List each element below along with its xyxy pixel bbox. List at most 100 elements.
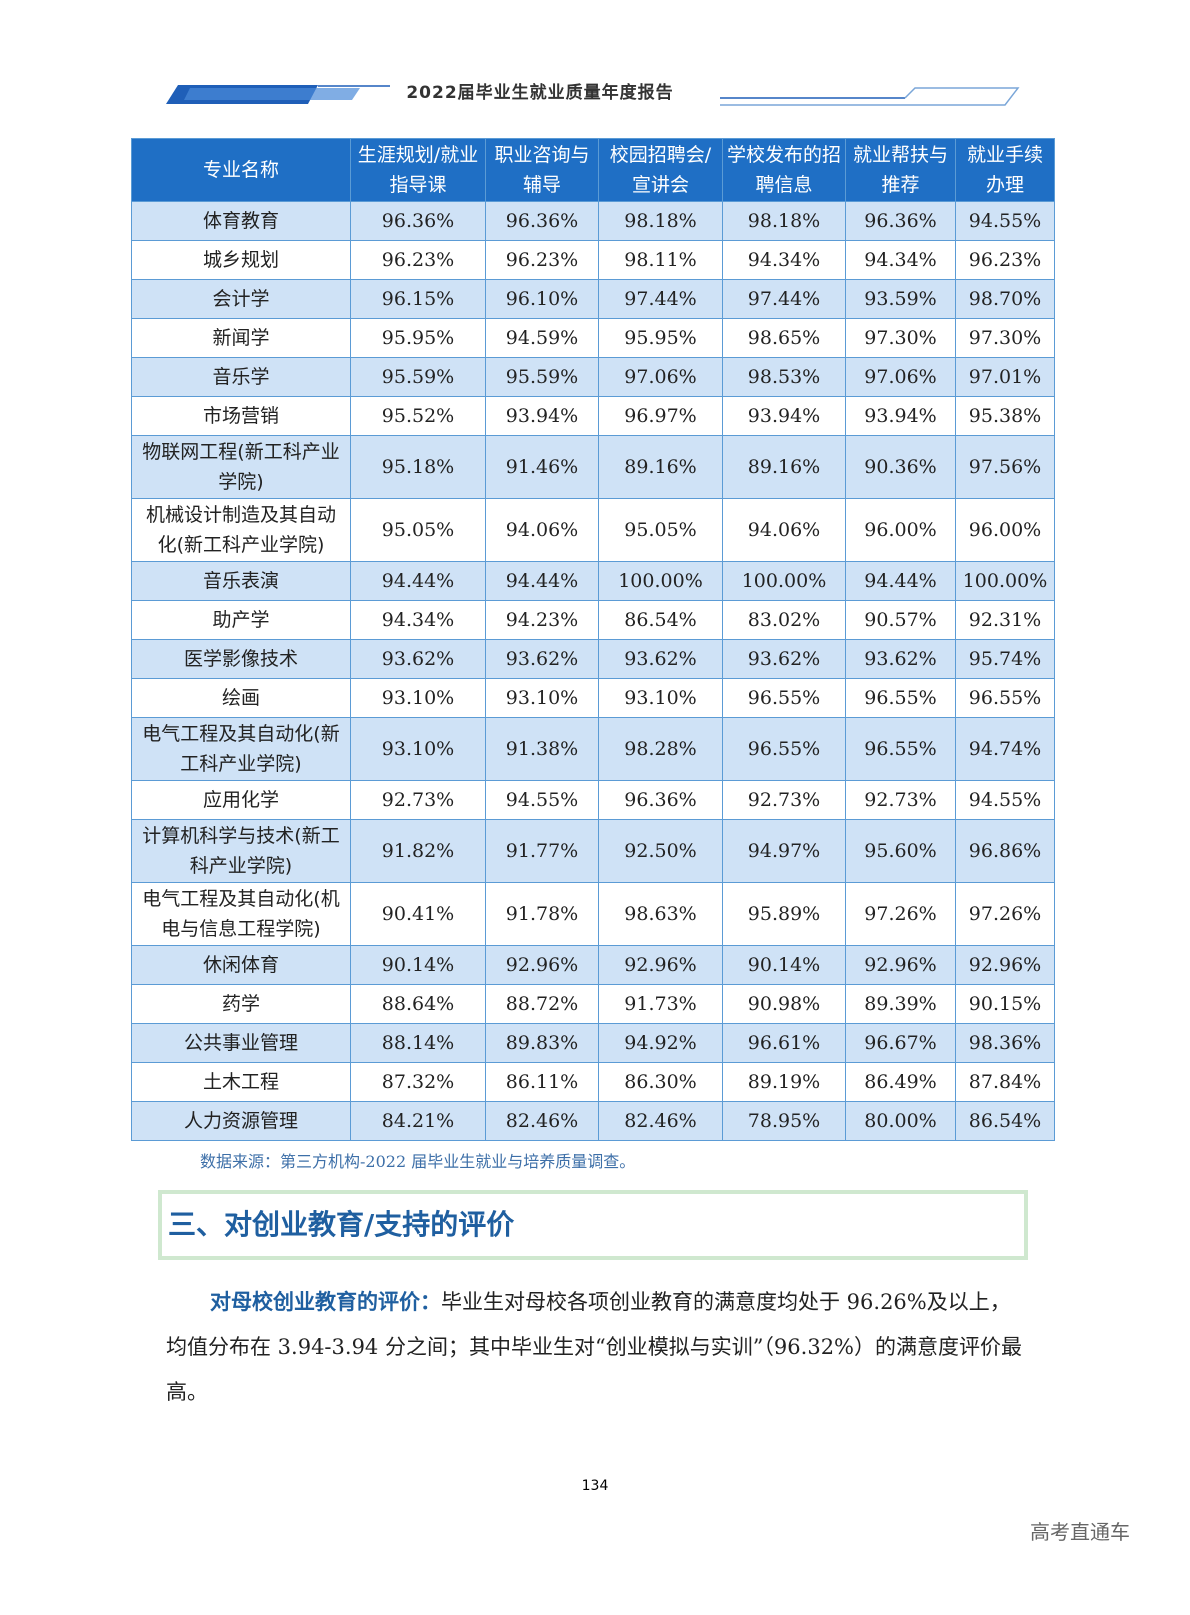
table-cell: 93.62% [350, 639, 486, 679]
table-cell: 90.41% [350, 882, 486, 946]
column-header: 生涯规划/就业指导课 [350, 138, 486, 202]
table-cell: 96.15% [350, 279, 486, 319]
table-row: 体育教育 96.36% 96.36% 98.18% 98.18% 96.36% 94.55% [131, 201, 1055, 241]
table-cell: 91.78% [485, 882, 599, 946]
watermark: 高考直通车 [1030, 1520, 1130, 1544]
table-cell: 98.53% [722, 357, 846, 397]
table-cell: 86.11% [485, 1062, 599, 1102]
table-cell: 95.95% [350, 318, 486, 358]
table-cell: 100.00% [955, 561, 1055, 601]
table-cell: 94.44% [485, 561, 599, 601]
table-row: 计算机科学与技术(新工科产业学院) 91.82% 91.77% 92.50% 94.97… [131, 819, 1055, 883]
table-cell: 98.11% [598, 240, 723, 280]
table-cell: 96.23% [485, 240, 599, 280]
table-row: 物联网工程(新工科产业学院) 95.18% 91.46% 89.16% 89.16% 90… [131, 435, 1055, 499]
table-row: 城乡规划 96.23% 96.23% 98.11% 94.34% 94.34% 96.23% [131, 240, 1055, 280]
row-label: 电气工程及其自动化(机电与信息工程学院) [131, 882, 351, 946]
table-cell: 96.36% [845, 201, 956, 241]
table-cell: 93.10% [350, 717, 486, 781]
header-title: 2022届毕业生就业质量年度报告 [406, 82, 673, 103]
table-row: 机械设计制造及其自动化(新工科产业学院) 95.05% 94.06% 95.05% 94… [131, 498, 1055, 562]
table-cell: 80.00% [845, 1101, 956, 1141]
table-cell: 95.60% [845, 819, 956, 883]
table-row: 电气工程及其自动化(新工科产业学院) 93.10% 91.38% 98.28% 96.5… [131, 717, 1055, 781]
table-cell: 94.97% [722, 819, 846, 883]
table-cell: 91.38% [485, 717, 599, 781]
table-cell: 92.96% [955, 945, 1055, 985]
table-cell: 87.84% [955, 1062, 1055, 1102]
table-cell: 94.55% [955, 780, 1055, 820]
column-header: 校园招聘会/宣讲会 [598, 138, 723, 202]
table-cell: 96.86% [955, 819, 1055, 883]
table-cell: 93.94% [845, 396, 956, 436]
table-row: 音乐学 95.59% 95.59% 97.06% 98.53% 97.06% 97.01% [131, 357, 1055, 397]
row-label: 机械设计制造及其自动化(新工科产业学院) [131, 498, 351, 562]
row-label: 应用化学 [131, 780, 351, 820]
table-cell: 97.06% [598, 357, 723, 397]
row-label: 音乐学 [131, 357, 351, 397]
table-cell: 93.62% [598, 639, 723, 679]
table-cell: 94.55% [955, 201, 1055, 241]
table-cell: 98.18% [722, 201, 846, 241]
table-cell: 93.10% [350, 678, 486, 718]
table-cell: 96.23% [350, 240, 486, 280]
table-cell: 88.14% [350, 1023, 486, 1063]
table-cell: 92.73% [722, 780, 846, 820]
paragraph-body: 毕业生对母校各项创业教育的满意度均处于 96.26%及以上，均值分布在 3.94… [166, 1290, 1023, 1404]
table-cell: 94.23% [485, 600, 599, 640]
table-cell: 97.06% [845, 357, 956, 397]
row-label: 会计学 [131, 279, 351, 319]
table-cell: 95.95% [598, 318, 723, 358]
table-cell: 92.73% [845, 780, 956, 820]
table-cell: 93.94% [485, 396, 599, 436]
table-cell: 96.00% [845, 498, 956, 562]
table-cell: 95.89% [722, 882, 846, 946]
table-cell: 90.15% [955, 984, 1055, 1024]
row-label: 物联网工程(新工科产业学院) [131, 435, 351, 499]
table-cell: 90.36% [845, 435, 956, 499]
table-cell: 96.55% [722, 678, 846, 718]
table-cell: 95.52% [350, 396, 486, 436]
table-cell: 93.10% [598, 678, 723, 718]
table-cell: 83.02% [722, 600, 846, 640]
row-label: 医学影像技术 [131, 639, 351, 679]
page-number: 134 [581, 1478, 609, 1494]
table-cell: 98.63% [598, 882, 723, 946]
table-row: 音乐表演 94.44% 94.44% 100.00% 100.00% 94.44% 100.… [131, 561, 1055, 601]
table-cell: 88.72% [485, 984, 599, 1024]
table-cell: 94.59% [485, 318, 599, 358]
row-label: 城乡规划 [131, 240, 351, 280]
row-label: 助产学 [131, 600, 351, 640]
table-cell: 96.36% [485, 201, 599, 241]
table-cell: 98.36% [955, 1023, 1055, 1063]
table-cell: 94.44% [350, 561, 486, 601]
table-cell: 86.54% [598, 600, 723, 640]
table-cell: 92.96% [598, 945, 723, 985]
table-cell: 90.57% [845, 600, 956, 640]
table-cell: 93.10% [485, 678, 599, 718]
table-cell: 92.50% [598, 819, 723, 883]
table-cell: 94.06% [485, 498, 599, 562]
table-row: 新闻学 95.95% 94.59% 95.95% 98.65% 97.30% 97.30% [131, 318, 1055, 358]
table-cell: 96.55% [845, 717, 956, 781]
table-cell: 94.06% [722, 498, 846, 562]
table-cell: 93.59% [845, 279, 956, 319]
row-label: 人力资源管理 [131, 1101, 351, 1141]
table-cell: 94.55% [485, 780, 599, 820]
table-row: 公共事业管理 88.14% 89.83% 94.92% 96.61% 96.67% 98.3… [131, 1023, 1055, 1063]
table-cell: 96.55% [845, 678, 956, 718]
table-cell: 94.34% [845, 240, 956, 280]
table-row: 应用化学 92.73% 94.55% 96.36% 92.73% 92.73% 94.55% [131, 780, 1055, 820]
header-banner: 2022届毕业生就业质量年度报告 [166, 82, 1020, 106]
table-cell: 93.62% [485, 639, 599, 679]
table-row: 市场营销 95.52% 93.94% 96.97% 93.94% 93.94% 95.38% [131, 396, 1055, 436]
table-cell: 96.23% [955, 240, 1055, 280]
column-header: 职业咨询与辅导 [485, 138, 599, 202]
table-row: 药学 88.64% 88.72% 91.73% 90.98% 89.39% 90.15% [131, 984, 1055, 1024]
table-cell: 88.64% [350, 984, 486, 1024]
table-cell: 95.05% [350, 498, 486, 562]
table-cell: 95.59% [350, 357, 486, 397]
table-cell: 89.16% [722, 435, 846, 499]
table-cell: 96.61% [722, 1023, 846, 1063]
